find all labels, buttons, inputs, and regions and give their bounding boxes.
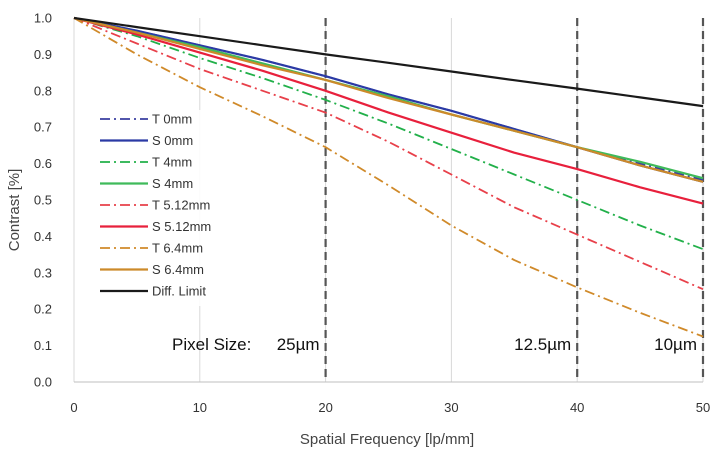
legend: T 0mm S 0mm T 4mm S 4mm T 5.12mm S 5.12mm T 6.…: [94, 110, 244, 306]
legend-label-0: T 0mm: [152, 112, 192, 127]
series-line-3: [73, 16, 704, 180]
pixel-size-value-0: 25µm: [277, 335, 320, 354]
legend-label-5: S 5.12mm: [152, 219, 211, 234]
legend-label-6: T 6.4mm: [152, 241, 203, 256]
annotations: Pixel Size: 25µm 12.5µm 10µm: [172, 335, 697, 354]
series-line-8: [73, 16, 704, 108]
y-tick-label-10: 1.0: [34, 11, 52, 26]
legend-background: [94, 110, 244, 306]
legend-label-2: T 4mm: [152, 155, 192, 170]
x-tick-label-4: 40: [570, 400, 584, 415]
y-tick-label-9: 0.9: [34, 47, 52, 62]
legend-label-7: S 6.4mm: [152, 262, 204, 277]
x-axis-title: Spatial Frequency [lp/mm]: [300, 431, 474, 448]
y-tick-labels: 0.0 0.1 0.2 0.3 0.4 0.5 0.6 0.7 0.8 0.9 1.0: [34, 11, 52, 390]
x-tick-label-2: 20: [318, 400, 332, 415]
pixel-size-label: Pixel Size:: [172, 335, 251, 354]
pixel-size-value-2: 10µm: [654, 335, 697, 354]
y-tick-label-3: 0.3: [34, 265, 52, 280]
legend-label-8: Diff. Limit: [152, 284, 206, 299]
y-tick-label-2: 0.2: [34, 302, 52, 317]
series-line-5: [73, 16, 704, 205]
x-tick-label-3: 30: [444, 400, 458, 415]
y-tick-label-1: 0.1: [34, 338, 52, 353]
series-line-2: [73, 17, 704, 250]
y-tick-label-5: 0.5: [34, 193, 52, 208]
x-tick-labels: 0 10 20 30 40 50: [70, 400, 710, 415]
series-line-7: [73, 16, 704, 183]
x-tick-label-0: 0: [70, 400, 77, 415]
series-line-6: [73, 17, 704, 338]
y-tick-label-8: 0.8: [34, 83, 52, 98]
y-tick-label-7: 0.7: [34, 120, 52, 135]
y-axis-title: Contrast [%]: [6, 169, 23, 252]
y-tick-label-6: 0.6: [34, 156, 52, 171]
x-tick-label-1: 10: [193, 400, 207, 415]
pixel-size-value-1: 12.5µm: [514, 335, 571, 354]
legend-label-3: S 4mm: [152, 176, 193, 191]
reference-lines: [324, 18, 705, 382]
x-tick-label-5: 50: [696, 400, 710, 415]
series-lines: [73, 16, 704, 338]
legend-label-1: S 0mm: [152, 133, 193, 148]
y-tick-label-0: 0.0: [34, 375, 52, 390]
y-tick-label-4: 0.4: [34, 229, 52, 244]
legend-label-4: T 5.12mm: [152, 198, 210, 213]
